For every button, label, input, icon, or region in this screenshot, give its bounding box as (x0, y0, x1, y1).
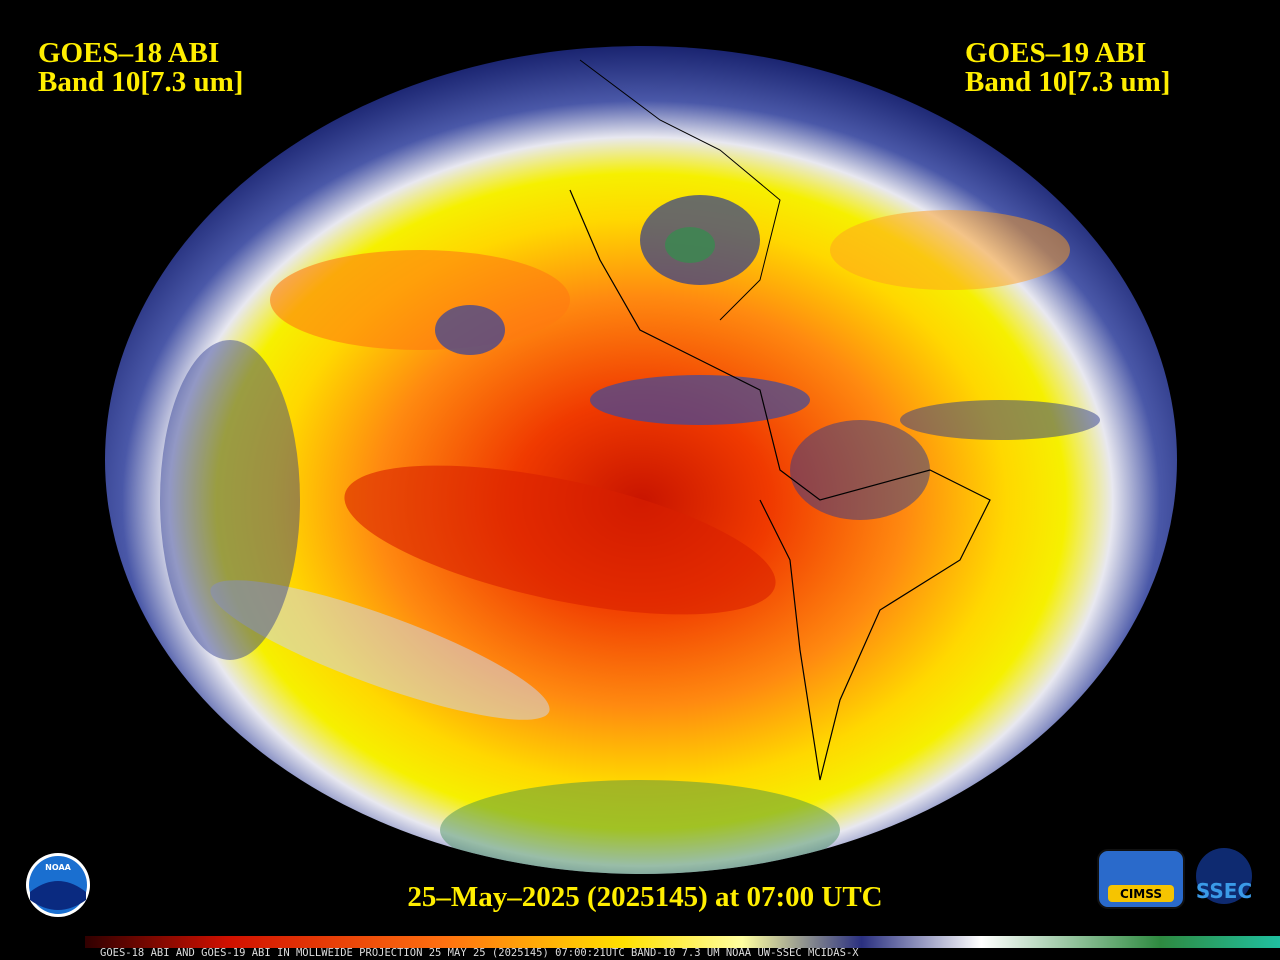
right-band: Band 10[7.3 um] (965, 66, 1170, 98)
right-title: GOES–19 ABI (965, 37, 1146, 69)
noaa-logo: NOAA (26, 853, 90, 917)
ssec-text: SSEC (1196, 879, 1252, 903)
noaa-text: NOAA (45, 863, 71, 872)
cloud-features (160, 59, 1100, 874)
left-band: Band 10[7.3 um] (38, 66, 243, 98)
ssec-logo: SSEC (1196, 848, 1252, 904)
cimss-text: CIMSS (1120, 887, 1162, 901)
footer-text: GOES-18 ABI AND GOES-19 ABI IN MOLLWEIDE… (100, 947, 859, 959)
color-bar (85, 936, 1280, 948)
cimss-logo: CIMSS (1097, 849, 1185, 909)
timestamp: 25–May–2025 (2025145) at 07:00 UTC (407, 881, 882, 913)
left-title: GOES–18 ABI (38, 37, 219, 69)
